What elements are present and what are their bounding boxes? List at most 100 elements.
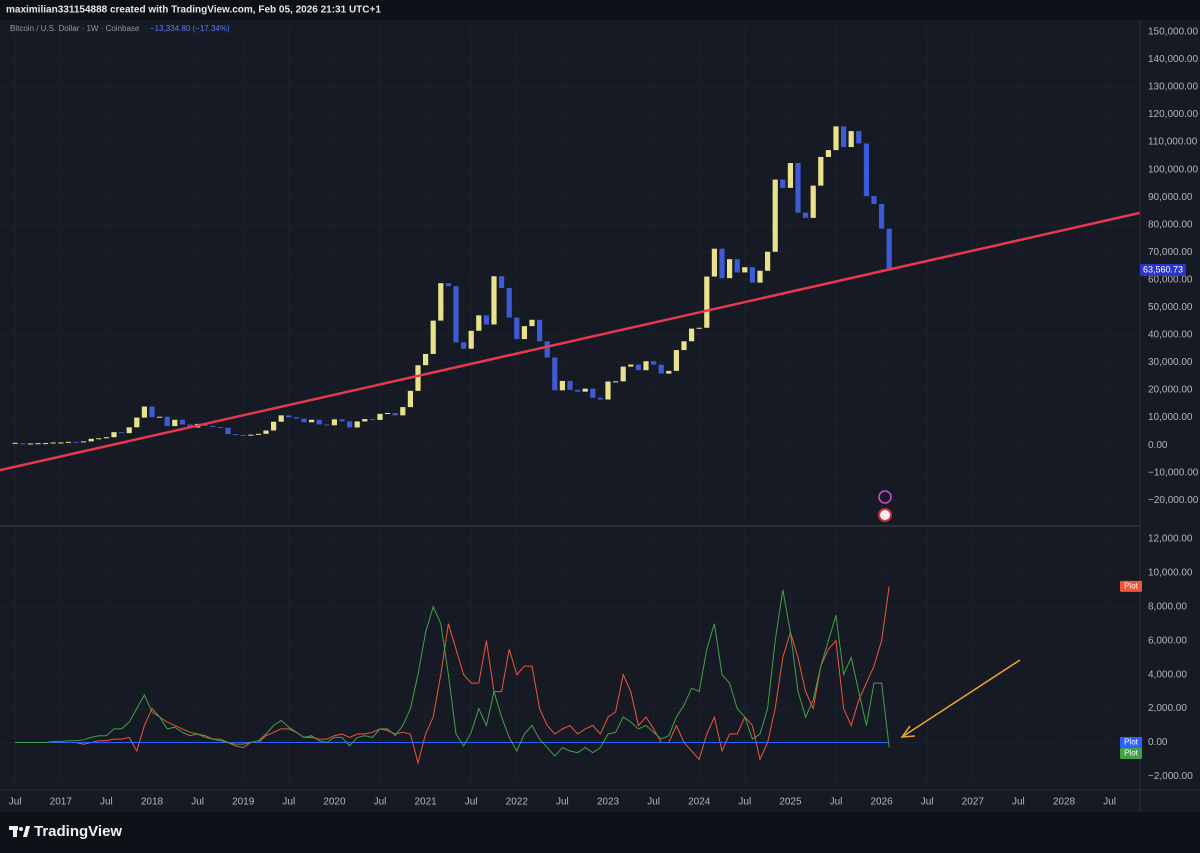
x-tick-label: 2022 [506, 797, 529, 808]
candle [50, 442, 56, 444]
last-price-label: 63,560.73 [1143, 264, 1183, 274]
candle [780, 179, 786, 188]
candle [141, 406, 147, 418]
candle [711, 248, 717, 277]
series-label-box [1120, 736, 1142, 748]
y-tick-label: 110,000.00 [1148, 137, 1198, 148]
candle [803, 212, 809, 218]
y-tick-label: −10,000.00 [1148, 467, 1199, 478]
candle [385, 413, 391, 415]
candle [58, 442, 64, 444]
y-tick-label: 40,000.00 [1148, 330, 1193, 341]
candle [483, 315, 489, 325]
x-tick-label: 2025 [779, 797, 802, 808]
event-icon [878, 490, 892, 504]
series-label-box [1120, 580, 1142, 592]
candle [96, 438, 102, 440]
candle [43, 443, 49, 445]
plot-area [0, 22, 1141, 790]
x-tick-label: 2020 [323, 797, 346, 808]
candle [590, 388, 596, 398]
x-tick-label: Jul [1012, 797, 1025, 808]
candle [400, 407, 406, 416]
x-tick-label: 2021 [414, 797, 437, 808]
arrow-line [901, 659, 1021, 738]
candle [575, 389, 581, 392]
candle [73, 441, 79, 443]
candle [35, 443, 41, 445]
y-tick-label: 6,000.00 [1148, 635, 1187, 646]
legend-change: −13,334.80 (−17.34%) [150, 24, 230, 33]
candle [620, 366, 626, 382]
event-icon [878, 508, 892, 522]
candle [863, 143, 869, 197]
candle [666, 370, 672, 374]
candle [233, 434, 239, 436]
series-label: Plot [1124, 738, 1139, 747]
logo-part [19, 827, 23, 831]
header-bar [0, 0, 1200, 20]
footer-bar [0, 812, 1200, 853]
candle [689, 328, 695, 342]
y-tick-label: 70,000.00 [1148, 247, 1193, 258]
indicator-line [15, 586, 890, 765]
candle [772, 179, 778, 252]
candle [582, 388, 588, 392]
y-tick-label: 0.00 [1148, 440, 1168, 451]
candle [263, 430, 269, 434]
candle [848, 131, 854, 148]
candle [423, 353, 429, 366]
candle [537, 319, 543, 342]
candle [179, 419, 185, 425]
candle [613, 381, 619, 383]
x-tick-label: Jul [282, 797, 295, 808]
candle [506, 288, 512, 318]
y-tick-label: 30,000.00 [1148, 357, 1193, 368]
x-tick-label: 2023 [597, 797, 620, 808]
candle [172, 419, 178, 427]
y-tick-label: 20,000.00 [1148, 385, 1193, 396]
x-tick-label: 2018 [141, 797, 164, 808]
candle [339, 419, 345, 422]
y-tick-label: 130,000.00 [1148, 82, 1198, 93]
series-label: Plot [1124, 749, 1139, 758]
candle [651, 361, 657, 365]
candle [529, 319, 535, 327]
candle [643, 361, 649, 371]
y-tick-label: 12,000.00 [1148, 534, 1193, 545]
candle [65, 441, 71, 443]
candle [293, 417, 299, 419]
candle [499, 276, 505, 289]
candle [309, 419, 315, 423]
candle [81, 441, 87, 443]
candle [316, 419, 322, 425]
brand-name: TradingView [34, 823, 122, 840]
candle [392, 413, 398, 416]
candle [126, 427, 132, 434]
candle [605, 381, 611, 400]
last-price-box [1140, 264, 1186, 277]
candle [88, 438, 94, 442]
candle [369, 419, 375, 421]
candle [157, 416, 163, 418]
candle [187, 424, 193, 428]
y-tick-label: 60,000.00 [1148, 274, 1193, 285]
y-tick-label: 0.00 [1148, 737, 1168, 748]
brand-logo [9, 826, 30, 837]
series-label: Plot [1124, 581, 1139, 590]
candle [879, 204, 885, 229]
candle [696, 327, 702, 329]
logo-part [13, 826, 17, 837]
candle [362, 419, 368, 422]
y-tick-label: 10,000.00 [1148, 567, 1193, 578]
x-tick-label: Jul [191, 797, 204, 808]
x-tick-label: Jul [1103, 797, 1116, 808]
candle [757, 270, 763, 283]
candle [719, 248, 725, 279]
candle [567, 380, 573, 390]
candle [217, 426, 223, 428]
y-tick-label: 100,000.00 [1148, 164, 1198, 175]
candle [210, 425, 216, 427]
